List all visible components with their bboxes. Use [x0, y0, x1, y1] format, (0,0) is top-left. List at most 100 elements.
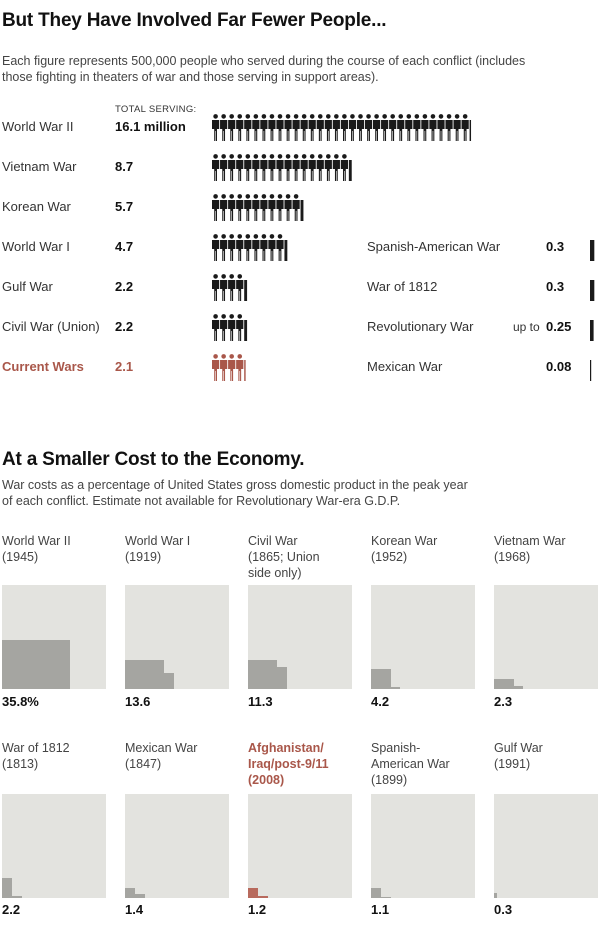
- panel-year: (1968): [494, 550, 531, 564]
- gdp-panel-box: [125, 794, 229, 898]
- person-figure-2: [220, 234, 228, 261]
- person-figure-25: [405, 114, 413, 141]
- panel-year-2: side only): [248, 566, 302, 580]
- right-row-label: Mexican War: [367, 359, 443, 374]
- panel-year: (1899): [371, 773, 408, 787]
- gdp-fill-main: [371, 888, 381, 898]
- panel-title: Vietnam War: [494, 534, 566, 548]
- person-figure-4: [236, 274, 244, 301]
- right-row-value: 0.25: [546, 319, 572, 334]
- person-figure-3: [228, 194, 236, 221]
- gdp-fill-extra: [277, 666, 288, 689]
- person-figure-31: [453, 114, 461, 141]
- gdp-value: 11.3: [248, 694, 273, 709]
- person-figure-15: [324, 154, 332, 181]
- gdp-value: 0.3: [494, 902, 513, 917]
- row-value: 2.1: [115, 359, 134, 374]
- row-value: 8.7: [115, 159, 134, 174]
- person-figure-26: [413, 114, 421, 141]
- person-figure-5: [244, 320, 248, 341]
- person-figure-12: [300, 154, 308, 181]
- person-figure-14: [316, 114, 324, 141]
- person-figure-9: [276, 194, 284, 221]
- gdp-panel-box: [371, 794, 475, 898]
- gdp-fill-extra: [164, 673, 174, 689]
- gdp-panel-box: [494, 585, 598, 689]
- row-value: 2.2: [115, 319, 134, 334]
- section2-subtitle-1: War costs as a percentage of United Stat…: [2, 478, 468, 492]
- figure-bar-small: [590, 240, 595, 261]
- section2-subtitle-2: of each conflict. Estimate not available…: [2, 494, 401, 508]
- person-figure-1: [212, 354, 220, 381]
- gdp-panel-box: [248, 794, 352, 898]
- person-figure-32: [461, 114, 469, 141]
- right-row-label: War of 1812: [367, 279, 438, 294]
- gdp-panel-box: [494, 794, 598, 898]
- person-figure-4: [236, 234, 244, 261]
- person-figure-12: [300, 200, 304, 221]
- person-figure-28: [429, 114, 437, 141]
- panel-year: (1847): [125, 757, 162, 771]
- person-figure-21: [373, 114, 381, 141]
- person-figure-1: [212, 194, 220, 221]
- panel-title: Afghanistan/: [248, 741, 324, 755]
- gdp-panel-box: [2, 794, 106, 898]
- figure-bar-small: [590, 360, 592, 381]
- right-row-prefix: up to: [513, 320, 540, 334]
- person-figure-18: [348, 160, 352, 181]
- person-figure-6: [252, 194, 260, 221]
- row-label: Current Wars: [2, 359, 84, 374]
- row-label: Korean War: [2, 199, 71, 214]
- person-figure-33: [469, 120, 472, 141]
- person-figure-14: [316, 154, 324, 181]
- person-figure-2: [220, 274, 228, 301]
- gdp-fill-main: [2, 878, 12, 898]
- person-figure-13: [308, 114, 316, 141]
- gdp-value: 13.6: [125, 694, 151, 709]
- person-figure-7: [260, 154, 268, 181]
- figure-bar-small: [590, 280, 595, 301]
- person-figure-1: [212, 114, 220, 141]
- person-figure-4: [236, 114, 244, 141]
- figure-bar: [212, 234, 288, 261]
- right-row-value: 0.08: [546, 359, 572, 374]
- person-figure-2: [220, 354, 228, 381]
- gdp-fill-extra: [11, 896, 22, 898]
- figure-bar: [212, 194, 304, 221]
- person-figure-8: [268, 194, 276, 221]
- person-figure-3: [228, 314, 236, 341]
- panel-year: (1919): [125, 550, 162, 564]
- person-figure-11: [292, 194, 300, 221]
- person-figure-6: [252, 154, 260, 181]
- person-figure-9: [276, 154, 284, 181]
- gdp-fill-extra: [60, 640, 71, 689]
- person-figure-5: [244, 154, 252, 181]
- person-figure-8: [268, 114, 276, 141]
- person-figure-4: [236, 314, 244, 341]
- person-figure-5: [244, 234, 252, 261]
- person-figure-10: [284, 114, 292, 141]
- person-figure-1: [590, 360, 592, 381]
- person-figure-9: [276, 234, 284, 261]
- person-figure-1: [212, 274, 220, 301]
- figure-bar: [212, 114, 472, 141]
- person-figure-16: [332, 154, 340, 181]
- person-figure-22: [381, 114, 389, 141]
- gdp-fill-main: [2, 640, 61, 689]
- person-figure-3: [228, 114, 236, 141]
- person-figure-30: [445, 114, 453, 141]
- person-figure-24: [397, 114, 405, 141]
- person-figure-17: [340, 154, 348, 181]
- row-value: 2.2: [115, 279, 134, 294]
- row-label: World War I: [2, 239, 70, 254]
- gdp-fill-main: [494, 679, 514, 689]
- person-figure-4: [236, 154, 244, 181]
- person-figure-5: [244, 360, 246, 381]
- person-figure-29: [437, 114, 445, 141]
- row-value: 5.7: [115, 199, 134, 214]
- panel-year: (1991): [494, 757, 531, 771]
- gdp-fill-extra: [257, 896, 268, 898]
- panel-title: World War I: [125, 534, 191, 548]
- person-figure-9: [276, 114, 284, 141]
- gdp-fill-extra: [134, 894, 145, 898]
